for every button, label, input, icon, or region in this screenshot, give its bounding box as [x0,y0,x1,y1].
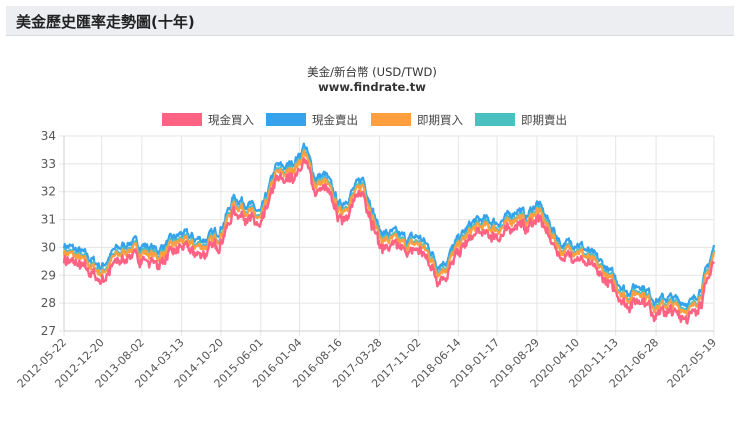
series-layer [62,142,716,325]
y-tick-label: 27 [41,324,56,338]
y-tick-label: 30 [41,240,56,254]
series-line-0 [62,157,716,325]
y-tick-label: 29 [41,268,56,282]
x-axis: 2012-05-222012-12-202013-08-022014-03-13… [15,336,719,390]
page-title: 美金歷史匯率走勢圖(十年) [16,13,195,31]
legend-swatch-3[interactable] [475,113,515,126]
chart-legend: 現金買入 現金賣出 即期買入 即期賣出 [162,113,567,127]
y-tick-label: 33 [41,157,56,171]
legend-label-2[interactable]: 即期買入 [417,113,463,127]
y-tick-label: 32 [41,185,56,199]
legend-label-0[interactable]: 現金買入 [208,113,254,127]
legend-swatch-1[interactable] [266,113,306,126]
x-tick-label: 2022-05-19 [665,336,719,390]
legend-label-1[interactable]: 現金賣出 [312,113,358,127]
chart-title: 美金/新台幣 (USD/TWD) [307,65,437,79]
legend-label-3[interactable]: 即期賣出 [521,113,567,127]
page-header: 美金歷史匯率走勢圖(十年) [6,6,734,36]
chart-subtitle: www.findrate.tw [318,80,426,94]
y-tick-label: 34 [41,129,56,143]
y-tick-label: 28 [41,296,56,310]
y-axis: 27 28 29 30 31 32 33 34 [41,129,56,338]
y-tick-label: 31 [41,213,56,227]
legend-swatch-0[interactable] [162,113,202,126]
legend-swatch-2[interactable] [371,113,411,126]
